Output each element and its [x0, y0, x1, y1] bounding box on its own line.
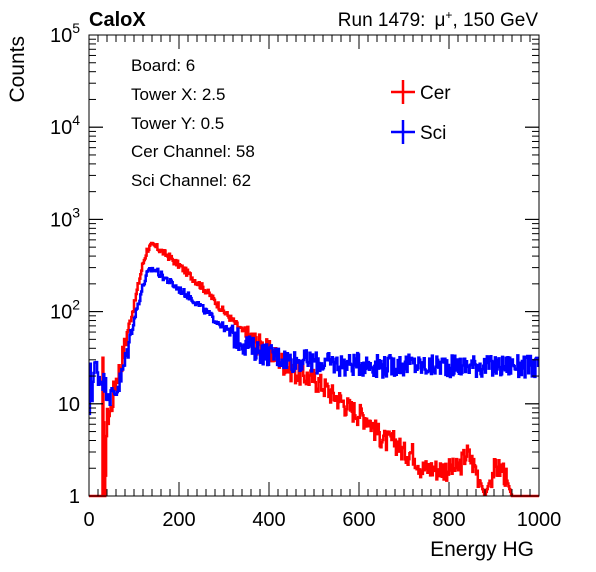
x-tick-label: 800 — [432, 509, 465, 531]
series-sci-line — [88, 266, 540, 416]
legend: Cer Sci — [391, 80, 451, 144]
info-line-tower-x: Tower X: 2.5 — [131, 85, 226, 104]
legend-label-sci: Sci — [420, 123, 446, 144]
y-tick-label: 1 — [69, 486, 80, 508]
legend-item-cer: Cer — [391, 80, 451, 104]
run-info: Run 1479: μ+, 150 GeV — [338, 8, 539, 31]
plot-area: 0 200 400 600 800 1000 1 10 102 103 104 105 — [50, 20, 561, 531]
x-tick-label: 400 — [252, 509, 285, 531]
x-axis-title: Energy HG — [430, 538, 534, 561]
y-tick-label: 102 — [50, 297, 80, 324]
info-line-board: Board: 6 — [131, 56, 195, 75]
x-tick-label: 1000 — [517, 509, 562, 531]
info-line-cer-channel: Cer Channel: 58 — [131, 142, 255, 161]
x-tick-label: 0 — [83, 509, 94, 531]
run-prefix: Run 1479: — [338, 10, 426, 31]
x-tick-label: 600 — [342, 509, 375, 531]
x-axis-ticks: 0 200 400 600 800 1000 — [83, 35, 561, 531]
info-line-sci-channel: Sci Channel: 62 — [131, 171, 251, 190]
x-tick-label: 200 — [162, 509, 195, 531]
y-tick-label: 105 — [50, 20, 80, 47]
particle-symbol: μ — [434, 10, 445, 31]
y-tick-label: 103 — [50, 204, 80, 231]
particle-charge: + — [445, 8, 452, 22]
info-box: Board: 6 Tower X: 2.5 Tower Y: 0.5 Cer C… — [118, 45, 360, 197]
series-sci — [88, 266, 540, 416]
y-tick-label: 10 — [58, 394, 80, 416]
legend-label-cer: Cer — [420, 83, 451, 104]
beam-description: , 150 GeV — [452, 10, 538, 31]
info-box-background — [118, 45, 360, 197]
legend-item-sci: Sci — [391, 120, 446, 144]
experiment-label: CaloX — [89, 9, 146, 31]
y-tick-label: 104 — [50, 112, 80, 139]
y-axis-title: Counts — [6, 36, 29, 103]
info-line-tower-y: Tower Y: 0.5 — [131, 114, 224, 133]
y-axis-ticks: 1 10 102 103 104 105 — [50, 20, 539, 508]
